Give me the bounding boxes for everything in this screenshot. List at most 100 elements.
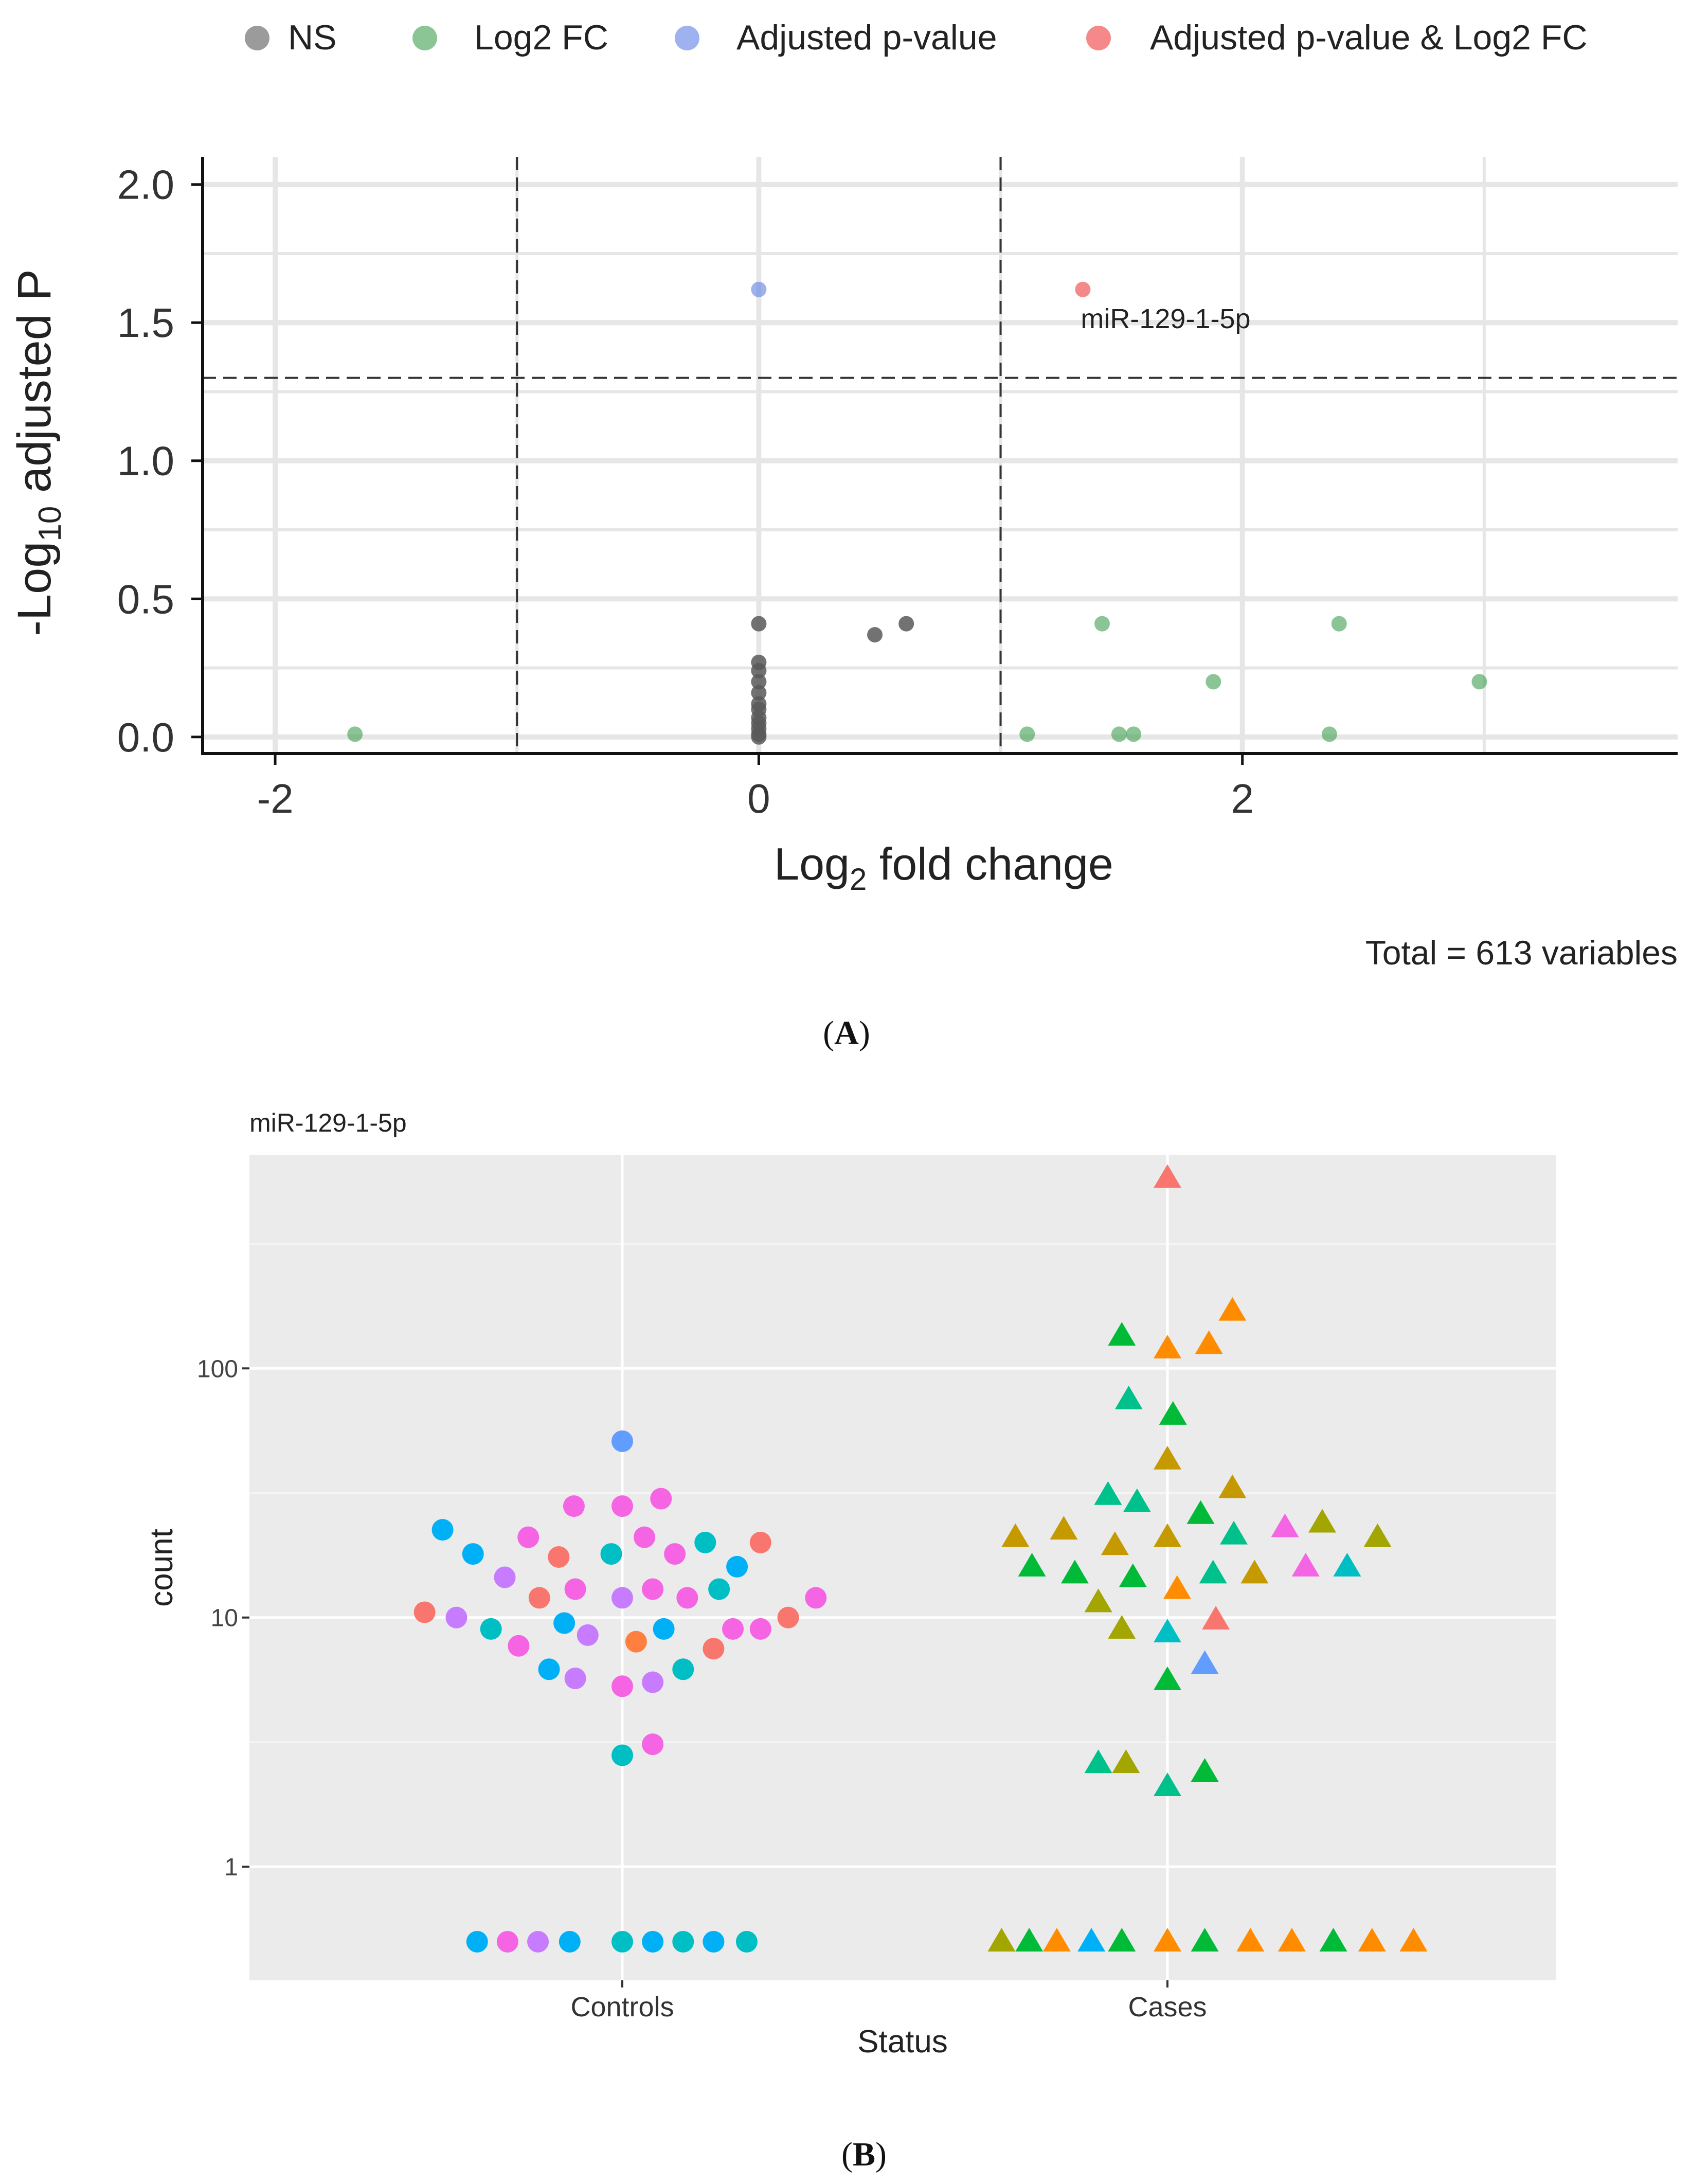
- case-point: [1112, 1749, 1140, 1774]
- volcano-caption: Total = 613 variables: [1365, 934, 1678, 972]
- y-tick-label: 1: [224, 1854, 238, 1881]
- case-point: [1202, 1605, 1230, 1630]
- volcano-x-ticks: -2 0 2: [257, 754, 1254, 821]
- case-point: [1199, 1560, 1227, 1584]
- case-point: [1154, 1927, 1181, 1952]
- control-point: [708, 1578, 730, 1600]
- control-point: [431, 1519, 454, 1541]
- point-both: [1075, 281, 1091, 297]
- control-point: [805, 1587, 827, 1609]
- control-point: [559, 1930, 581, 1953]
- point-log2fc: [1126, 726, 1142, 742]
- y-tick-label: 0.0: [117, 714, 174, 760]
- control-point: [528, 1587, 550, 1609]
- case-point: [1363, 1523, 1392, 1547]
- panel-a-letter: A: [834, 1014, 859, 1052]
- control-point: [749, 1618, 771, 1640]
- control-point: [517, 1526, 539, 1548]
- volcano-x-label: Log2 fold change: [774, 838, 1113, 897]
- control-point: [445, 1606, 467, 1628]
- control-point: [538, 1658, 560, 1680]
- control-point: [703, 1930, 725, 1953]
- case-point: [1319, 1927, 1347, 1952]
- case-point: [1001, 1523, 1030, 1547]
- case-point: [1333, 1552, 1361, 1577]
- point-log2fc: [1321, 726, 1337, 742]
- panel-a-caption: (A): [823, 1014, 870, 1052]
- case-point: [1108, 1927, 1136, 1952]
- case-point: [1154, 1334, 1181, 1358]
- point-log2fc: [1206, 674, 1221, 690]
- y-tick-label: 1.5: [117, 300, 174, 346]
- control-point: [726, 1555, 748, 1578]
- control-point: [480, 1618, 502, 1640]
- case-point: [1108, 1322, 1136, 1346]
- panel-b-letter: B: [853, 2136, 875, 2173]
- panel-b: miR-129-1-5p 1 10 100 Controls Cases Status…: [144, 1108, 1556, 2173]
- legend-marker-both: [1086, 26, 1111, 50]
- case-point: [1358, 1927, 1386, 1952]
- control-point: [672, 1658, 694, 1680]
- control-point: [496, 1930, 518, 1953]
- point-ns: [898, 616, 914, 632]
- case-point: [1154, 1164, 1181, 1188]
- control-point: [642, 1671, 664, 1693]
- case-point: [1154, 1666, 1181, 1690]
- point-ns: [867, 627, 883, 643]
- case-point: [1154, 1445, 1181, 1470]
- y-tick-label: 0.5: [117, 576, 174, 622]
- control-point: [650, 1488, 672, 1510]
- control-point: [694, 1531, 716, 1553]
- control-point: [611, 1430, 633, 1452]
- case-point: [1042, 1927, 1071, 1952]
- dotplot-title: miR-129-1-5p: [249, 1108, 407, 1137]
- control-point: [735, 1930, 758, 1953]
- case-point: [1077, 1927, 1106, 1952]
- control-point: [548, 1546, 570, 1568]
- control-point: [625, 1631, 647, 1653]
- case-point: [1220, 1520, 1248, 1545]
- point-log2fc: [1331, 616, 1347, 632]
- x-tick-label: -2: [257, 776, 293, 821]
- point-log2fc: [1471, 674, 1487, 690]
- case-point: [1291, 1552, 1320, 1577]
- case-point: [1191, 1927, 1219, 1952]
- case-point: [1308, 1509, 1337, 1533]
- dotplot-panel-background: [249, 1155, 1556, 1980]
- point-ns: [751, 674, 767, 690]
- case-point: [1278, 1927, 1306, 1952]
- case-point: [1060, 1560, 1089, 1584]
- case-point: [1195, 1330, 1223, 1354]
- case-point: [1050, 1516, 1078, 1540]
- control-point: [563, 1495, 585, 1517]
- x-tick-label: 0: [747, 776, 770, 821]
- control-point: [642, 1578, 664, 1600]
- point-ns: [751, 685, 767, 701]
- control-point: [653, 1618, 675, 1640]
- control-point: [611, 1675, 633, 1697]
- control-point: [634, 1526, 656, 1548]
- control-point: [611, 1495, 633, 1517]
- annotation-mir-129-1-5p: miR-129-1-5p: [1081, 303, 1250, 334]
- y-tick-label: 100: [197, 1355, 238, 1383]
- case-point: [1218, 1474, 1247, 1498]
- y-tick-label: 10: [211, 1605, 238, 1632]
- control-point: [553, 1612, 575, 1634]
- case-point: [1101, 1531, 1129, 1555]
- point-log2fc: [1094, 616, 1110, 632]
- case-point: [1163, 1575, 1191, 1599]
- point-log2fc: [347, 726, 363, 742]
- case-point: [1119, 1563, 1147, 1587]
- case-point: [987, 1927, 1016, 1952]
- panel-a: NS Log2 FC Adjusted p-value Adjusted p-v…: [8, 18, 1678, 1052]
- control-point: [611, 1744, 633, 1766]
- case-point: [1186, 1500, 1215, 1524]
- control-point: [642, 1733, 664, 1756]
- x-tick-label: 2: [1231, 776, 1254, 821]
- volcano-gridlines: [203, 157, 1678, 754]
- control-point: [642, 1930, 664, 1953]
- case-point: [1191, 1650, 1219, 1674]
- control-point: [672, 1930, 694, 1953]
- x-tick-label: Cases: [1128, 1992, 1207, 2022]
